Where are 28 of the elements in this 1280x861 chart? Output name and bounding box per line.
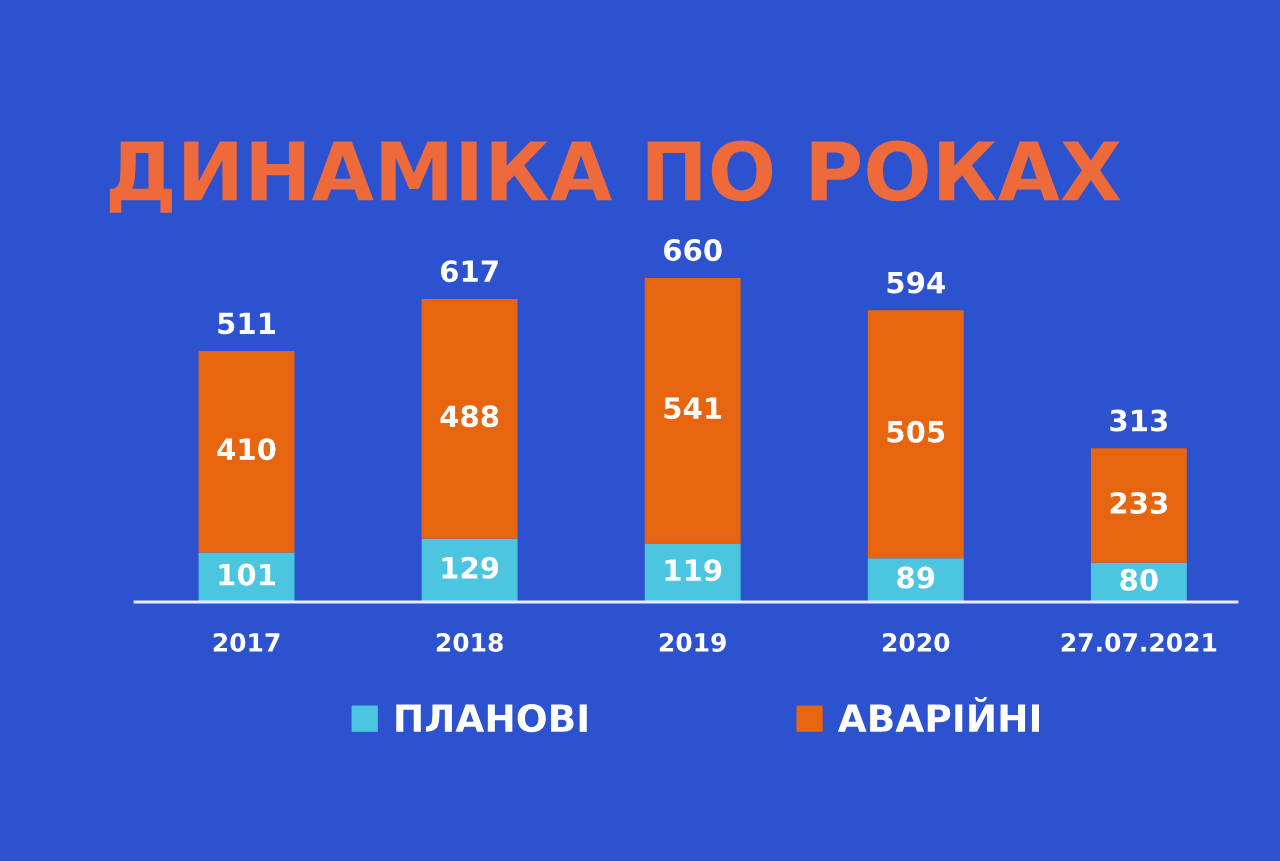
data-label: 101 (219, 563, 275, 586)
x-tick-label: 27.07.2021 (1061, 633, 1217, 652)
data-label: 505 (887, 420, 945, 443)
legend-label: ПЛАНОВІ (396, 703, 587, 733)
total-label: 617 (440, 260, 498, 283)
x-tick-label: 2020 (882, 633, 950, 652)
total-label: 594 (887, 271, 945, 294)
total-label: 660 (664, 239, 722, 262)
legend-label: АВАРІЙНІ (837, 697, 1040, 732)
bar (867, 310, 964, 559)
bar (421, 299, 518, 539)
data-label: 233 (1110, 491, 1167, 514)
data-label: 488 (440, 405, 499, 428)
data-label: 119 (665, 559, 722, 582)
bar (198, 351, 295, 553)
data-label: 89 (897, 566, 935, 589)
data-label: 129 (442, 556, 499, 579)
x-tick-label: 2017 (213, 633, 280, 652)
total-label: 511 (218, 312, 275, 335)
data-label: 80 (1120, 568, 1158, 591)
chart-title: ДИНАМІКА ПО РОКАХ (109, 140, 1121, 213)
bar (1090, 448, 1187, 563)
data-label: 541 (664, 397, 722, 420)
x-tick-label: 2019 (659, 633, 726, 652)
data-label: 410 (217, 438, 276, 461)
total-label: 313 (1110, 409, 1167, 432)
bar (644, 277, 741, 544)
x-tick-label: 2018 (436, 633, 503, 652)
